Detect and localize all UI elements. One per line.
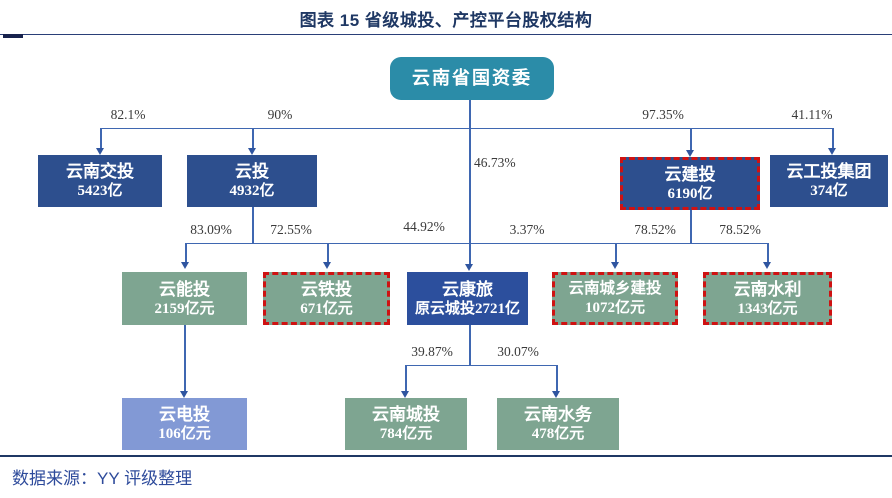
title-divider-cap <box>3 34 23 38</box>
pct-label-yuntou: 90% <box>267 107 293 122</box>
data-source-text: 数据来源：YY 评级整理 <box>12 469 193 488</box>
arrow-down-icon <box>96 148 104 155</box>
pct-label-yun-gongtou: 41.11% <box>791 107 833 122</box>
connector-drop-yn-shuili <box>767 243 769 262</box>
connector-drop-yun-nengtou <box>185 243 187 262</box>
node-label: 云南水利 <box>733 279 802 299</box>
pct-label-yn-chengxiang: 78.52% <box>634 222 676 237</box>
pct-label-yn-shuiwu: 30.07% <box>497 344 539 359</box>
arrow-down-icon <box>552 391 560 398</box>
pct-label-yun-kanglv: 44.92% <box>403 219 445 234</box>
figure-title: 图表 15 省级城投、产控平台股权结构 <box>299 11 593 30</box>
node-value: 478亿元 <box>531 426 585 443</box>
node-value: 784亿元 <box>379 426 433 443</box>
node-value: 106亿元 <box>158 426 211 443</box>
node-value: 4932亿 <box>229 183 275 200</box>
node-value: 1072亿元 <box>584 299 645 316</box>
org-node-yn-chengtou: 云南城投 784亿元 <box>345 398 467 450</box>
node-label: 云南水务 <box>524 405 592 424</box>
connector-level2-horizontal <box>185 243 767 244</box>
node-label: 云工投集团 <box>786 162 872 181</box>
arrow-down-icon <box>181 262 189 269</box>
pct-label-yun-jiantou: 97.35% <box>642 107 684 122</box>
pct-label-yun-kanglv-direct: 46.73% <box>474 155 516 170</box>
arrow-down-icon <box>763 262 771 269</box>
node-label: 云建投 <box>664 164 716 184</box>
connector-stub-yun-jiantou <box>690 209 692 243</box>
node-label: 云南省国资委 <box>412 68 532 89</box>
node-value: 1343亿元 <box>737 300 798 317</box>
org-node-yn-chengxiang: 云南城乡建投 1072亿元 <box>552 272 678 325</box>
arrow-down-icon <box>465 264 473 271</box>
org-node-yun-diantou: 云电投 106亿元 <box>122 398 247 450</box>
connector-stub-yun-kanglv <box>469 325 471 365</box>
node-value: 5423亿 <box>77 183 123 200</box>
node-value: 671亿元 <box>300 300 353 317</box>
connector-level1-horizontal <box>100 128 832 129</box>
pct-label-yun-tietou: 72.55% <box>270 222 312 237</box>
arrow-down-icon <box>180 391 188 398</box>
node-label: 云电投 <box>159 405 210 424</box>
title-divider <box>0 34 892 35</box>
connector-drop-yuntou <box>252 128 254 148</box>
arrow-down-icon <box>401 391 409 398</box>
connector-nengtou-diantou <box>184 325 186 391</box>
connector-stub-yuntou <box>252 207 254 243</box>
node-label: 云南城投 <box>372 405 440 424</box>
arrow-down-icon <box>686 150 694 157</box>
arrow-down-icon <box>611 262 619 269</box>
connector-root-vertical <box>469 100 471 264</box>
arrow-down-icon <box>248 148 256 155</box>
arrow-down-icon <box>828 148 836 155</box>
pct-label-yn-shuili: 78.52% <box>719 222 761 237</box>
pct-label-yun-nengtou: 83.09% <box>190 222 232 237</box>
arrow-down-icon <box>323 262 331 269</box>
node-label: 云铁投 <box>301 279 352 299</box>
node-label: 云南城乡建投 <box>568 280 662 298</box>
connector-drop-yn-chengtou <box>405 365 407 391</box>
pct-label-yn-chengtou: 39.87% <box>411 344 453 359</box>
org-node-yn-shuili: 云南水利 1343亿元 <box>703 272 832 325</box>
footer-divider <box>0 455 892 457</box>
org-node-yuntou: 云投 4932亿 <box>187 155 317 207</box>
org-node-yun-tietou: 云铁投 671亿元 <box>263 272 390 325</box>
connector-drop-yn-chengxiang <box>615 243 617 262</box>
org-node-yun-jiantou: 云建投 6190亿 <box>620 157 760 210</box>
connector-drop-yn-shuiwu <box>556 365 558 391</box>
org-node-yun-gongtou: 云工投集团 374亿 <box>770 155 888 207</box>
connector-level3-horizontal <box>405 365 556 366</box>
connector-drop-yun-jiantou <box>690 128 692 150</box>
connector-drop-yn-jiaotou <box>100 128 102 148</box>
node-value: 374亿 <box>810 183 848 200</box>
connector-drop-yun-gongtou <box>832 128 834 148</box>
org-node-yn-jiaotou: 云南交投 5423亿 <box>38 155 162 207</box>
node-label: 云南交投 <box>66 162 134 181</box>
node-label: 云投 <box>235 162 269 181</box>
org-node-yun-kanglv: 云康旅 原云城投2721亿 <box>407 272 528 325</box>
node-value: 6190亿 <box>667 185 713 202</box>
pct-label-yn-jiaotou: 82.1% <box>110 107 146 122</box>
node-value: 原云城投2721亿 <box>414 300 520 317</box>
node-label: 云能投 <box>159 279 210 299</box>
node-value: 2159亿元 <box>154 300 215 317</box>
org-node-yun-nengtou: 云能投 2159亿元 <box>122 272 247 325</box>
node-label: 云康旅 <box>442 279 493 299</box>
pct-label-yn-chengxiang-minor: 3.37% <box>509 222 545 237</box>
org-node-sasac: 云南省国资委 <box>390 57 554 100</box>
connector-drop-yun-tietou <box>327 243 329 262</box>
org-node-yn-shuiwu: 云南水务 478亿元 <box>497 398 619 450</box>
